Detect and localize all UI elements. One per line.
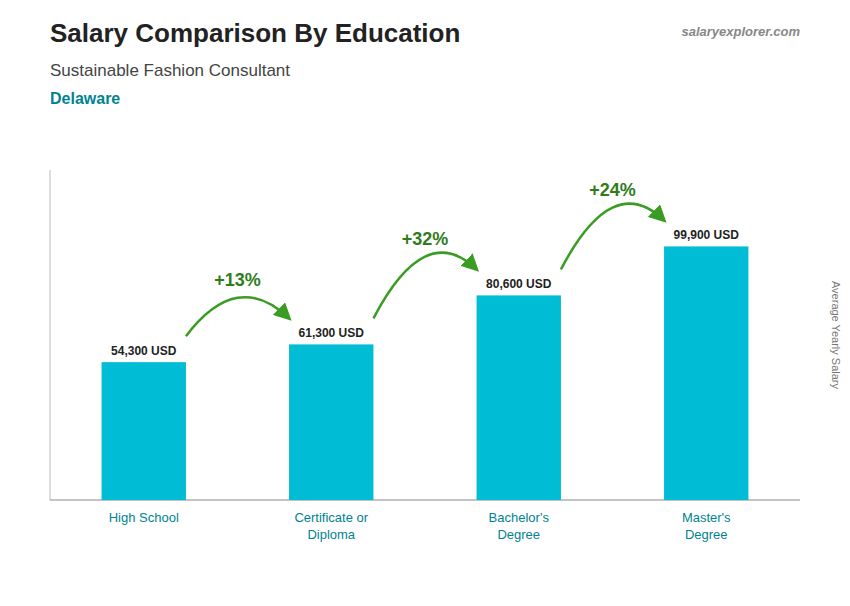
data-label: 80,600 USD — [486, 277, 552, 291]
x-tick-label-line: Certificate or — [294, 510, 368, 525]
bar — [477, 295, 561, 500]
x-tick-label-line: Degree — [497, 527, 540, 542]
watermark: salaryexplorer.com — [681, 24, 800, 39]
x-tick-label-line: Diploma — [307, 527, 355, 542]
chart: Salary Comparison By Education Sustainabl… — [0, 0, 850, 606]
x-tick-label: High School — [109, 510, 179, 525]
bar — [664, 246, 748, 500]
data-label: 54,300 USD — [111, 344, 177, 358]
x-tick-label: Certificate or Diploma — [294, 510, 368, 542]
x-tick-label-line: Bachelor's — [489, 510, 550, 525]
x-tick-label: Master's Degree — [682, 510, 731, 542]
x-tick-label-line: High School — [109, 510, 179, 525]
data-label: 99,900 USD — [674, 228, 740, 242]
bar — [102, 362, 186, 500]
title: Salary Comparison By Education — [50, 18, 460, 48]
bar — [289, 344, 373, 500]
change-arrow — [186, 297, 289, 336]
change-label: +24% — [589, 180, 636, 200]
x-tick-label: Bachelor's Degree — [489, 510, 550, 542]
change-label: +32% — [402, 229, 449, 249]
subtitle: Sustainable Fashion Consultant — [50, 61, 290, 80]
y-axis-line — [50, 170, 51, 500]
subtitle: Delaware — [50, 90, 120, 107]
change-arrow — [561, 204, 664, 270]
change-arrow — [373, 253, 476, 319]
data-label: 61,300 USD — [299, 326, 365, 340]
y-axis-label: Average Yearly Salary — [830, 281, 842, 390]
change-label: +13% — [214, 270, 261, 290]
x-tick-label-line: Master's — [682, 510, 731, 525]
x-tick-label-line: Degree — [685, 527, 728, 542]
